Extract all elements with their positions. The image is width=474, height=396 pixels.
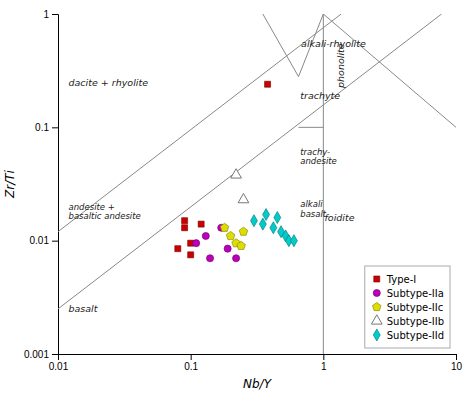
y-tick-label: 0.1 xyxy=(35,122,49,133)
x-tick: 0.01 xyxy=(49,354,69,372)
point xyxy=(182,218,188,224)
field-boundary xyxy=(58,14,341,232)
point xyxy=(224,245,231,252)
annotations: dacite + rhyolite andesite +basaltic ande… xyxy=(69,38,366,314)
x-tick-mark xyxy=(456,354,457,360)
point xyxy=(274,212,281,224)
legend: Type-I Subtype-IIa Subtype-IIc Subtype-IIb S… xyxy=(365,266,450,348)
field-label: foidite xyxy=(324,212,354,223)
point xyxy=(250,215,257,227)
point xyxy=(175,246,181,252)
x-tick-label: 1 xyxy=(321,361,327,372)
field-label: alkalibasalt xyxy=(300,199,327,218)
point xyxy=(265,81,271,87)
x-tick: 1 xyxy=(321,354,327,372)
y-tick: 0.1 xyxy=(35,122,58,133)
legend-item: Type-I xyxy=(374,274,417,285)
legend-item: Subtype-IIb xyxy=(371,315,444,327)
x-tick-label: 0.1 xyxy=(184,361,198,372)
y-tick-mark xyxy=(52,127,58,128)
y-tick-label: 0.01 xyxy=(30,235,50,246)
x-tick-label: 10 xyxy=(451,361,463,372)
field-boundary xyxy=(323,14,456,127)
y-axis-line xyxy=(52,15,59,355)
point xyxy=(263,209,270,221)
field-label: andesite +basaltic andesite xyxy=(69,202,141,221)
field-label: alkali-rhyolite xyxy=(301,38,366,49)
point xyxy=(233,255,240,262)
series xyxy=(193,224,240,262)
y-tick-label: 0.001 xyxy=(24,349,49,360)
legend-item: Subtype-IIa xyxy=(373,288,444,299)
series xyxy=(175,81,271,258)
field-boundary xyxy=(323,14,324,354)
legend-marker xyxy=(374,276,380,282)
plot-area xyxy=(58,14,456,354)
x-tick-mark xyxy=(191,354,192,360)
legend-item: Subtype-IId xyxy=(373,329,444,341)
field-label: trachy-andesite xyxy=(300,147,337,166)
point xyxy=(239,227,248,235)
field-label: basalt xyxy=(69,303,99,314)
series xyxy=(220,223,247,249)
point xyxy=(259,218,266,230)
legend-marker xyxy=(371,315,382,324)
x-tick-label: 0.01 xyxy=(49,361,69,372)
y-tick: 0.001 xyxy=(24,349,58,360)
y-axis: 0.001 0.01 0.1 1 xyxy=(24,9,59,360)
point xyxy=(220,223,229,231)
x-tick: 0.1 xyxy=(184,354,198,372)
y-tick-mark xyxy=(52,241,58,242)
field-label: trachyte xyxy=(300,90,340,101)
x-tick: 10 xyxy=(451,354,463,372)
y-tick: 0.01 xyxy=(30,235,58,246)
legend-label: Subtype-IIc xyxy=(387,302,443,313)
legend-label: Subtype-IId xyxy=(387,330,444,341)
y-tick-mark xyxy=(52,354,58,355)
point xyxy=(237,241,246,249)
y-tick-label: 1 xyxy=(43,9,49,20)
series xyxy=(250,209,297,247)
legend-label: Subtype-IIa xyxy=(387,288,444,299)
legend-marker xyxy=(373,289,380,296)
point xyxy=(198,221,204,227)
series xyxy=(231,169,249,203)
legend-box xyxy=(365,266,450,348)
point xyxy=(188,252,194,258)
legend-marker xyxy=(372,303,381,311)
field-label: dacite + rhyolite xyxy=(69,77,149,88)
chart: 0.010.11100.0010.010.11Nb/YZr/Tidacite +… xyxy=(0,0,474,396)
y-axis-title: Zr/Ti xyxy=(3,169,17,199)
point xyxy=(193,240,200,247)
point xyxy=(270,222,277,234)
field-label: phonolite xyxy=(335,43,346,89)
point xyxy=(226,231,235,239)
field-boundary xyxy=(299,127,324,128)
x-axis: 0.01 0.1 1 10 xyxy=(49,354,463,372)
points xyxy=(175,81,298,262)
point xyxy=(202,232,209,239)
legend-label: Type-I xyxy=(386,274,417,285)
point xyxy=(182,225,188,231)
legend-marker xyxy=(373,329,380,341)
y-tick-mark xyxy=(52,14,58,15)
legend-item: Subtype-IIc xyxy=(372,302,443,313)
point xyxy=(231,169,242,178)
point xyxy=(290,235,297,247)
y-tick: 1 xyxy=(43,9,58,20)
x-axis-title: Nb/Y xyxy=(243,377,273,391)
x-tick-mark xyxy=(323,354,324,360)
point xyxy=(238,193,249,202)
legend-label: Subtype-IIb xyxy=(387,316,444,327)
field-boundary xyxy=(58,14,442,309)
x-axis-line xyxy=(59,355,457,361)
point xyxy=(206,255,213,262)
